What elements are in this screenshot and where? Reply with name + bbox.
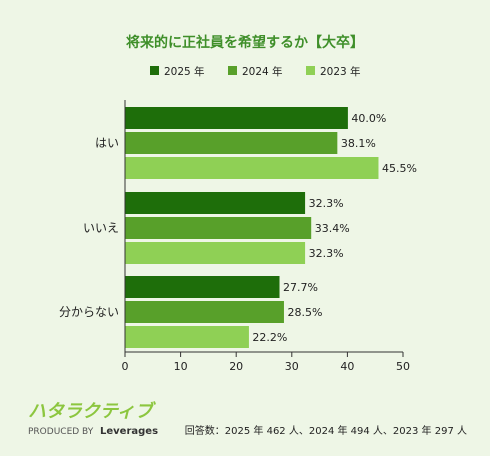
- legend-label: 2025 年: [164, 65, 205, 78]
- legend-swatch: [228, 66, 237, 75]
- data-label: 40.0%: [351, 112, 386, 125]
- x-tick-label: 50: [396, 360, 410, 373]
- bar: [125, 107, 348, 129]
- bar: [125, 276, 280, 298]
- bars-group: 40.0% 38.1% 45.5% 32.3% 33.4% 32.3% 27.7% 28.5%…: [125, 107, 417, 348]
- data-label: 32.3%: [309, 197, 344, 210]
- category-label: 分からない: [59, 305, 119, 319]
- hataractive-logo: ハタラクティブ PRODUCED BY Leverages: [28, 401, 158, 437]
- bar: [125, 301, 284, 323]
- category-label: いいえ: [83, 221, 119, 235]
- x-tick-label: 0: [122, 360, 129, 373]
- legend-label: 2024 年: [242, 65, 283, 78]
- x-tick-label: 20: [229, 360, 243, 373]
- data-label: 38.1%: [341, 137, 376, 150]
- bar: [125, 157, 379, 179]
- bar: [125, 242, 306, 264]
- logo-text: ハタラクティブ: [28, 401, 157, 422]
- bar: [125, 132, 338, 154]
- bar: [125, 217, 312, 239]
- x-tick-label: 30: [285, 360, 299, 373]
- x-tick-label: 40: [340, 360, 354, 373]
- data-label: 45.5%: [382, 162, 417, 175]
- legend: 2025 年 2024 年 2023 年: [150, 65, 361, 78]
- data-label: 27.7%: [283, 281, 318, 294]
- x-tick-label: 10: [174, 360, 188, 373]
- chart-title: 将来的に正社員を希望するか【大卒】: [126, 34, 364, 51]
- data-label: 22.2%: [252, 331, 287, 344]
- produced-by-text: PRODUCED BY: [28, 427, 94, 437]
- legend-swatch: [306, 66, 315, 75]
- data-label: 32.3%: [309, 247, 344, 260]
- data-label: 33.4%: [315, 222, 350, 235]
- response-count-note: 回答数：2025 年 462 人、2024 年 494 人、2023 年 297…: [185, 424, 467, 437]
- data-label: 28.5%: [287, 306, 322, 319]
- bar: [125, 326, 249, 348]
- legend-label: 2023 年: [320, 65, 361, 78]
- legend-swatch: [150, 66, 159, 75]
- x-ticks: 0 10 20 30 40 50: [122, 352, 410, 373]
- category-label: はい: [95, 136, 119, 150]
- leverages-brand: Leverages: [100, 426, 158, 437]
- bar: [125, 192, 306, 214]
